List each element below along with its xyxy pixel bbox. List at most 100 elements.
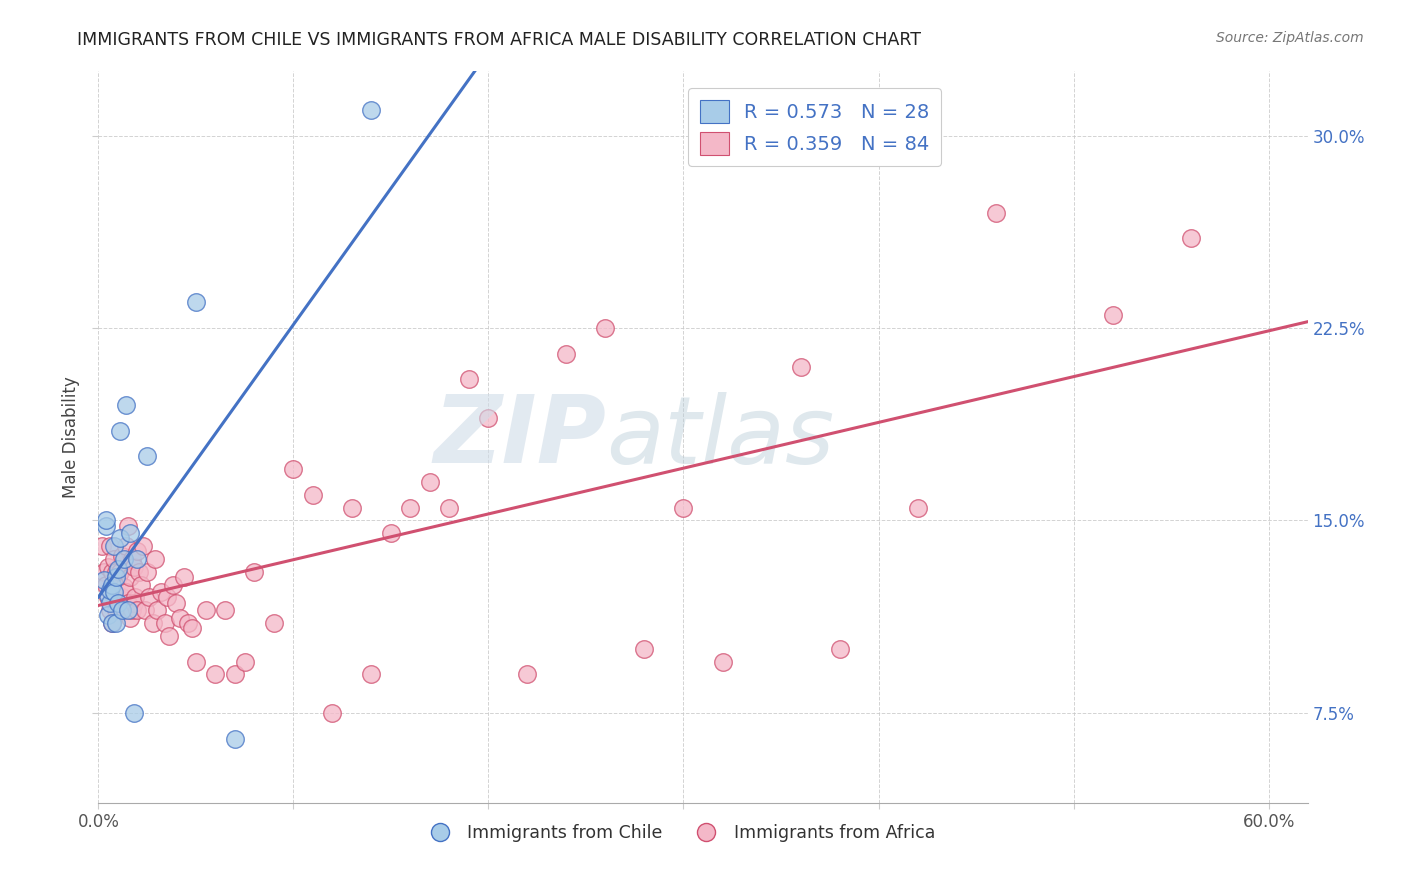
Point (828, 641, 851, 656)
Point (173, 570, 195, 584)
Point (103, 552, 125, 566)
Point (107, 570, 129, 584)
Point (136, 450, 159, 464)
Point (93, 573, 115, 587)
Point (184, 295, 207, 310)
Point (224, 667, 246, 681)
Point (112, 552, 135, 566)
Point (96, 514, 118, 528)
Point (91, 539, 114, 553)
Point (399, 500, 422, 515)
Point (224, 731, 246, 746)
Point (146, 603, 169, 617)
Legend: Immigrants from Chile, Immigrants from Africa: Immigrants from Chile, Immigrants from A… (415, 817, 942, 849)
Point (117, 596, 139, 610)
Point (97, 591, 120, 605)
Point (672, 500, 695, 515)
Point (984, 205, 1007, 219)
Point (96, 518, 118, 533)
Point (184, 655, 207, 669)
Point (103, 539, 125, 553)
Point (111, 549, 134, 564)
Point (907, 500, 929, 515)
Point (360, 667, 382, 681)
Point (96, 577, 118, 591)
Point (98, 539, 121, 553)
Point (112, 580, 135, 594)
Point (114, 539, 136, 553)
Point (138, 591, 160, 605)
Point (103, 585, 125, 599)
Point (156, 591, 179, 605)
Point (107, 596, 129, 610)
Point (104, 603, 127, 617)
Text: Source: ZipAtlas.com: Source: ZipAtlas.com (1216, 31, 1364, 45)
Point (104, 616, 127, 631)
Y-axis label: Male Disability: Male Disability (62, 376, 80, 498)
Point (1101, 308, 1123, 322)
Point (711, 655, 734, 669)
Point (169, 611, 191, 625)
Point (122, 559, 145, 574)
Text: ZIP: ZIP (433, 391, 606, 483)
Point (103, 591, 125, 605)
Point (165, 596, 187, 610)
Point (122, 706, 145, 720)
Point (149, 585, 172, 599)
Point (340, 500, 363, 515)
Point (263, 616, 285, 631)
Point (104, 565, 127, 579)
Point (143, 552, 166, 566)
Point (477, 410, 499, 425)
Point (194, 603, 217, 617)
Point (98, 603, 121, 617)
Point (380, 526, 402, 541)
Point (136, 565, 159, 579)
Point (633, 641, 655, 656)
Point (97, 588, 120, 602)
Point (458, 372, 481, 386)
Point (131, 577, 153, 591)
Point (101, 565, 124, 579)
Point (93, 565, 115, 579)
Point (419, 475, 441, 489)
Point (117, 518, 139, 533)
Point (1180, 231, 1202, 245)
Point (127, 544, 149, 558)
Point (117, 603, 139, 617)
Point (118, 526, 141, 541)
Point (108, 565, 131, 579)
Point (233, 655, 256, 669)
Point (114, 585, 136, 599)
Point (118, 570, 141, 584)
Point (122, 596, 145, 610)
Point (101, 616, 124, 631)
Point (97, 559, 120, 574)
Point (107, 591, 129, 605)
Point (595, 321, 617, 335)
Point (162, 577, 184, 591)
Point (97, 608, 120, 623)
Text: atlas: atlas (606, 392, 835, 483)
Point (114, 398, 136, 412)
Point (104, 570, 127, 584)
Point (111, 591, 134, 605)
Point (283, 462, 305, 476)
Point (177, 616, 200, 631)
Point (302, 488, 325, 502)
Point (132, 539, 155, 553)
Point (789, 359, 811, 374)
Point (112, 603, 135, 617)
Point (243, 565, 266, 579)
Point (214, 603, 236, 617)
Point (127, 552, 149, 566)
Point (127, 603, 149, 617)
Point (181, 621, 204, 635)
Point (439, 500, 461, 515)
Point (111, 603, 134, 617)
Point (107, 562, 129, 576)
Point (121, 603, 143, 617)
Point (128, 565, 150, 579)
Point (134, 603, 156, 617)
Point (98, 596, 121, 610)
